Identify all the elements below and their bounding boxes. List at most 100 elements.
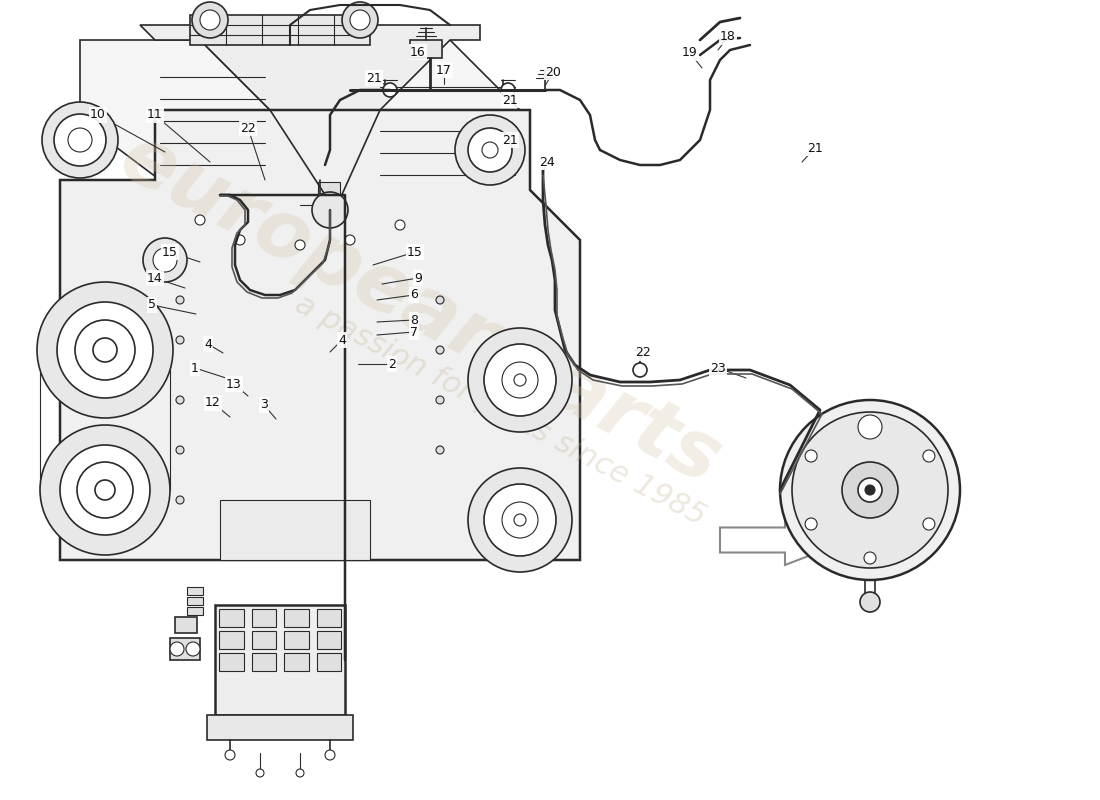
Circle shape	[75, 320, 135, 380]
Circle shape	[858, 415, 882, 439]
Circle shape	[296, 769, 304, 777]
Circle shape	[77, 462, 133, 518]
Circle shape	[383, 83, 397, 97]
Text: 17: 17	[436, 63, 452, 77]
Circle shape	[923, 518, 935, 530]
Bar	[219, 653, 243, 671]
Text: 21: 21	[807, 142, 823, 154]
Circle shape	[395, 220, 405, 230]
Bar	[219, 610, 243, 627]
Text: 22: 22	[240, 122, 256, 134]
Circle shape	[176, 336, 184, 344]
Bar	[318, 182, 340, 197]
Bar	[175, 617, 197, 633]
Circle shape	[455, 115, 525, 185]
Bar	[170, 638, 200, 660]
Bar	[852, 450, 888, 530]
Text: 21: 21	[502, 134, 518, 146]
Bar	[187, 607, 204, 615]
Bar	[187, 597, 204, 605]
Circle shape	[195, 215, 205, 225]
Circle shape	[95, 480, 116, 500]
Circle shape	[436, 346, 444, 354]
Circle shape	[500, 83, 515, 97]
Text: 2: 2	[388, 358, 396, 370]
Text: 23: 23	[711, 362, 726, 374]
Circle shape	[176, 496, 184, 504]
Bar	[252, 653, 276, 671]
Circle shape	[37, 282, 173, 418]
Circle shape	[860, 592, 880, 612]
Text: 6: 6	[410, 289, 418, 302]
Circle shape	[345, 235, 355, 245]
Text: 9: 9	[414, 271, 422, 285]
Circle shape	[484, 344, 556, 416]
Circle shape	[295, 240, 305, 250]
Text: 16: 16	[410, 46, 426, 58]
Circle shape	[256, 769, 264, 777]
Circle shape	[226, 750, 235, 760]
Circle shape	[94, 338, 117, 362]
Text: 21: 21	[502, 94, 518, 106]
Circle shape	[176, 446, 184, 454]
Bar	[207, 715, 353, 740]
Circle shape	[350, 10, 370, 30]
Text: a passion for parts since 1985: a passion for parts since 1985	[289, 289, 711, 531]
Text: europeanparts: europeanparts	[107, 118, 734, 502]
Text: 12: 12	[205, 397, 221, 410]
Circle shape	[864, 416, 876, 428]
Text: 20: 20	[546, 66, 561, 78]
Text: 3: 3	[260, 398, 268, 411]
Circle shape	[176, 296, 184, 304]
Text: 19: 19	[682, 46, 697, 59]
Polygon shape	[80, 40, 270, 180]
Text: 21: 21	[366, 71, 382, 85]
Text: 1: 1	[191, 362, 199, 374]
Text: 11: 11	[147, 109, 163, 122]
Circle shape	[805, 450, 817, 462]
Circle shape	[436, 296, 444, 304]
Text: 4: 4	[205, 338, 212, 350]
Circle shape	[436, 446, 444, 454]
Bar	[284, 610, 308, 627]
Circle shape	[170, 642, 184, 656]
Bar	[252, 610, 276, 627]
Text: 24: 24	[539, 155, 554, 169]
Text: 5: 5	[148, 298, 156, 311]
Circle shape	[805, 518, 817, 530]
Bar	[317, 610, 341, 627]
Circle shape	[502, 362, 538, 398]
Bar	[317, 631, 341, 650]
Polygon shape	[60, 110, 580, 560]
Circle shape	[235, 235, 245, 245]
Circle shape	[632, 363, 647, 377]
Bar	[187, 587, 204, 595]
Circle shape	[68, 128, 92, 152]
Circle shape	[42, 102, 118, 178]
Circle shape	[865, 485, 874, 495]
Circle shape	[842, 462, 898, 518]
Polygon shape	[720, 515, 850, 565]
Text: 4: 4	[338, 334, 345, 346]
Circle shape	[342, 2, 378, 38]
Circle shape	[60, 445, 150, 535]
Circle shape	[858, 478, 882, 502]
Bar	[220, 500, 370, 560]
Text: 15: 15	[407, 246, 422, 258]
Circle shape	[312, 192, 348, 228]
Bar	[284, 653, 308, 671]
Bar	[252, 631, 276, 650]
Circle shape	[192, 2, 228, 38]
Circle shape	[502, 502, 538, 538]
Circle shape	[436, 396, 444, 404]
Circle shape	[468, 328, 572, 432]
Bar	[214, 605, 345, 715]
Circle shape	[200, 10, 220, 30]
Circle shape	[54, 114, 106, 166]
Circle shape	[780, 400, 960, 580]
Text: 8: 8	[410, 314, 418, 326]
Circle shape	[153, 248, 177, 272]
Circle shape	[324, 750, 336, 760]
Text: 10: 10	[90, 109, 106, 122]
Bar	[317, 653, 341, 671]
